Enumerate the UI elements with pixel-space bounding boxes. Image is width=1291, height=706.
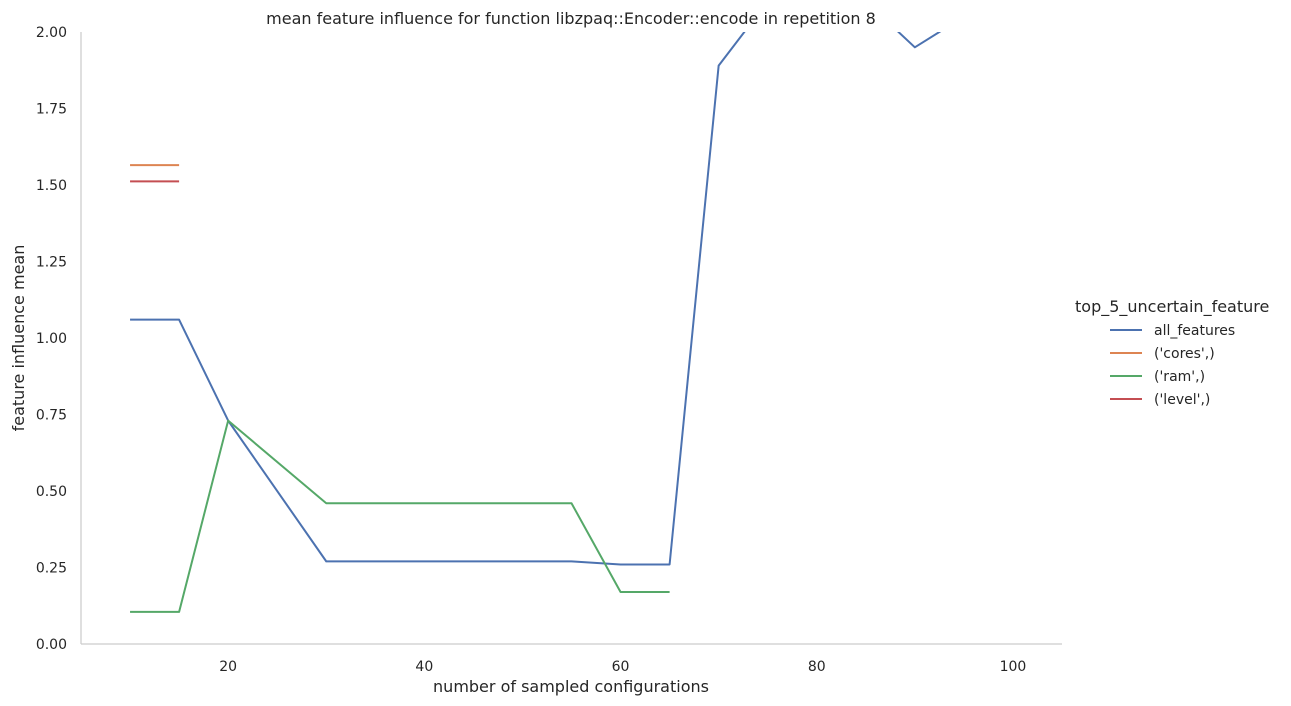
chart-title: mean feature influence for function libz… bbox=[266, 9, 876, 28]
x-tick-label: 100 bbox=[1000, 659, 1027, 675]
y-tick-label: 0.75 bbox=[36, 408, 67, 424]
x-tick-label: 60 bbox=[612, 659, 630, 675]
x-tick-label: 40 bbox=[415, 659, 433, 675]
legend-label: ('level',) bbox=[1154, 392, 1210, 408]
y-tick-label: 1.25 bbox=[36, 255, 67, 271]
x-axis-label: number of sampled configurations bbox=[433, 677, 709, 696]
legend-title: top_5_uncertain_feature bbox=[1075, 297, 1269, 317]
series-lines bbox=[130, 32, 942, 613]
y-tick-label: 1.75 bbox=[36, 102, 67, 118]
legend-label: ('ram',) bbox=[1154, 369, 1205, 385]
y-axis-label: feature influence mean bbox=[9, 245, 28, 432]
y-tick-label: 0.50 bbox=[36, 484, 67, 500]
x-tick-label: 20 bbox=[219, 659, 237, 675]
y-tick-label: 1.00 bbox=[36, 331, 67, 347]
y-tick-label: 2.00 bbox=[36, 25, 67, 41]
x-tick-labels: 20 40 60 80 100 bbox=[219, 659, 1026, 675]
series-line-2 bbox=[130, 419, 670, 613]
x-tick-label: 80 bbox=[808, 659, 826, 675]
legend-label: ('cores',) bbox=[1154, 346, 1215, 362]
legend: top_5_uncertain_feature all_features ('co… bbox=[1075, 297, 1269, 408]
y-tick-labels: 0.00 0.25 0.50 0.75 1.00 1.25 1.50 1.75 2.00 bbox=[36, 25, 67, 653]
y-tick-label: 0.00 bbox=[36, 637, 67, 653]
legend-label: all_features bbox=[1154, 323, 1235, 339]
y-tick-label: 0.25 bbox=[36, 561, 67, 577]
y-tick-label: 1.50 bbox=[36, 178, 67, 194]
series-line-0 bbox=[130, 32, 942, 566]
